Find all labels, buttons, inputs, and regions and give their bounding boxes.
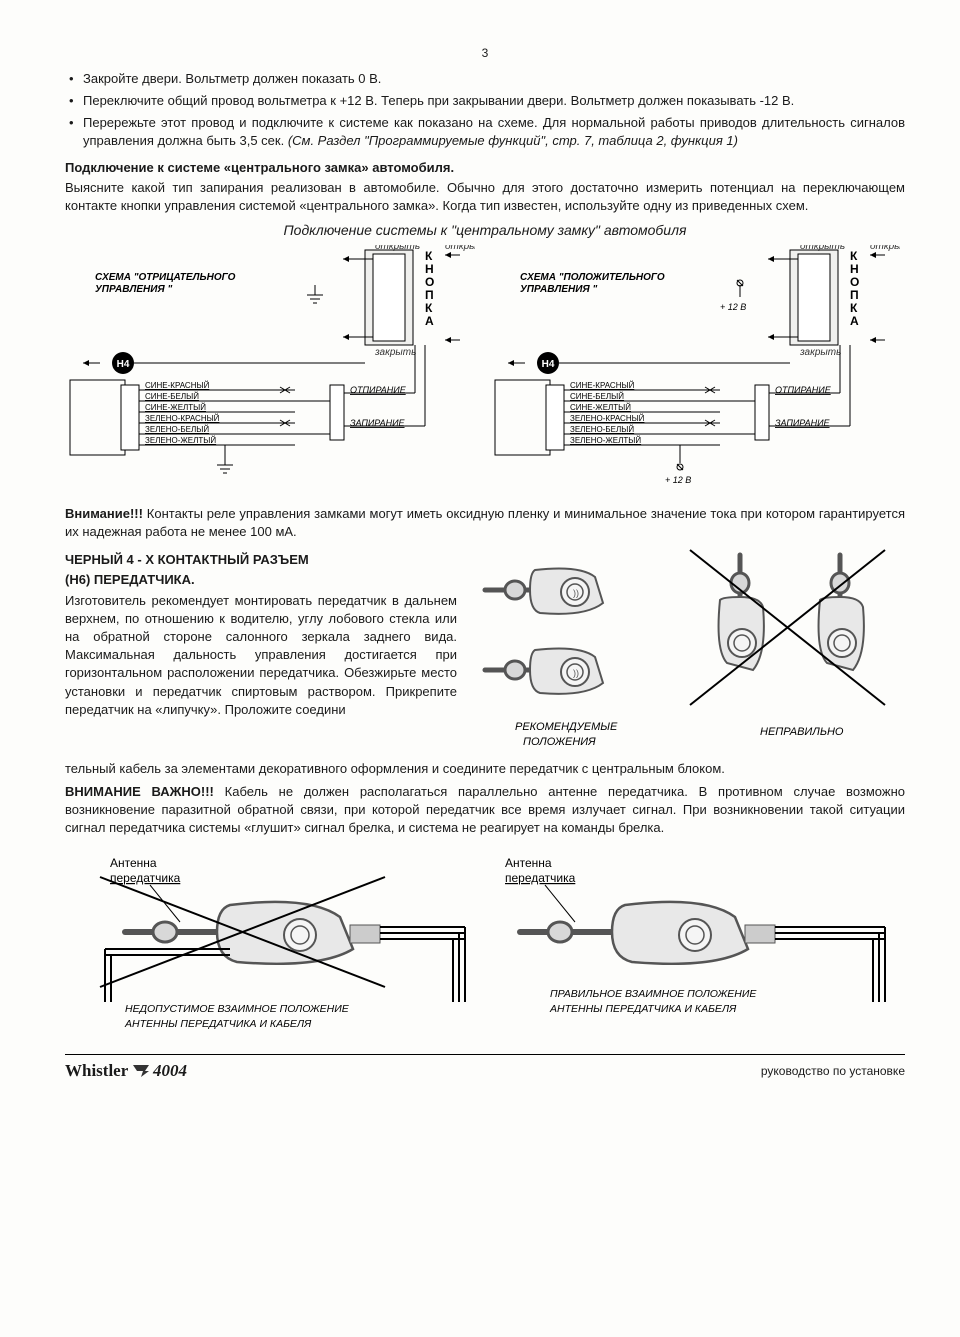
bullet-3: Перережьте этот провод и подключите к си… xyxy=(65,114,905,150)
svg-text:Антенна: Антенна xyxy=(505,856,552,870)
transmitter-positions-figure: )) )) xyxy=(475,545,905,760)
svg-text:К: К xyxy=(425,249,433,263)
svg-text:передатчика: передатчика xyxy=(505,871,576,885)
footer-right: руководство по установке xyxy=(761,1063,905,1080)
svg-text:СХЕМА "ОТРИЦАТЕЛЬНОГО: СХЕМА "ОТРИЦАТЕЛЬНОГО xyxy=(95,272,236,283)
svg-text:открыть: открыть xyxy=(375,245,420,252)
svg-text:К: К xyxy=(425,301,433,315)
svg-text:СИНЕ-КРАСНЫЙ: СИНЕ-КРАСНЫЙ xyxy=(570,381,635,390)
svg-text:ПРАВИЛЬНОЕ ВЗАИМНОЕ ПОЛОЖЕНИЕ: ПРАВИЛЬНОЕ ВЗАИМНОЕ ПОЛОЖЕНИЕ xyxy=(550,988,757,1000)
svg-text:передатчика: передатчика xyxy=(110,871,181,885)
svg-text:А: А xyxy=(425,314,434,328)
svg-text:СИНЕ-ЖЕЛТЫЙ: СИНЕ-ЖЕЛТЫЙ xyxy=(570,403,631,412)
para-central-lock: Выясните какой тип запирания реализован … xyxy=(65,179,905,215)
svg-text:)): )) xyxy=(573,588,579,598)
svg-text:УПРАВЛЕНИЯ ": УПРАВЛЕНИЯ " xyxy=(520,284,597,295)
svg-text:+ 12 В: + 12 В xyxy=(665,475,691,485)
svg-text:К: К xyxy=(850,249,858,263)
svg-text:открыть: открыть xyxy=(800,245,845,252)
svg-text:АНТЕННЫ ПЕРЕДАТЧИКА И КАБЕЛЯ: АНТЕННЫ ПЕРЕДАТЧИКА И КАБЕЛЯ xyxy=(549,1003,737,1015)
svg-text:)): )) xyxy=(573,668,579,678)
svg-text:Антенна: Антенна xyxy=(110,856,157,870)
svg-text:ЗЕЛЕНО-ЖЕЛТЫЙ: ЗЕЛЕНО-ЖЕЛТЫЙ xyxy=(570,436,641,445)
svg-text:НЕДОПУСТИМОЕ ВЗАИМНОЕ ПОЛОЖЕНИ: НЕДОПУСТИМОЕ ВЗАИМНОЕ ПОЛОЖЕНИЕ xyxy=(125,1003,350,1015)
bullet-list: Закройте двери. Вольтметр должен показат… xyxy=(65,70,905,151)
svg-text:П: П xyxy=(425,288,434,302)
page-number: 3 xyxy=(65,45,905,62)
svg-text:НЕПРАВИЛЬНО: НЕПРАВИЛЬНО xyxy=(760,726,844,738)
diagram-caption: Подключение системы к "центральному замк… xyxy=(65,221,905,241)
svg-text:УПРАВЛЕНИЯ ": УПРАВЛЕНИЯ " xyxy=(95,284,172,295)
svg-text:закрыть: закрыть xyxy=(374,347,416,358)
svg-text:СХЕМА "ПОЛОЖИТЕЛЬНОГО: СХЕМА "ПОЛОЖИТЕЛЬНОГО xyxy=(520,272,665,283)
svg-text:открыть: открыть xyxy=(445,245,475,252)
svg-text:СИНЕ-БЕЛЫЙ: СИНЕ-БЕЛЫЙ xyxy=(570,392,624,401)
para-transmitter: Изготовитель рекомендует монтировать пер… xyxy=(65,592,457,719)
svg-text:ЗЕЛЕНО-КРАСНЫЙ: ЗЕЛЕНО-КРАСНЫЙ xyxy=(145,414,220,423)
svg-text:СИНЕ-ЖЕЛТЫЙ: СИНЕ-ЖЕЛТЫЙ xyxy=(145,403,206,412)
heading-h6a: ЧЕРНЫЙ 4 - Х КОНТАКТНЫЙ РАЗЪЕМ xyxy=(65,551,457,569)
svg-text:О: О xyxy=(850,275,859,289)
schema-negative: К Н О П К А открыть закрыть открыть СХЕМ… xyxy=(65,245,480,495)
para-transmitter-cont: тельный кабель за элементами декоративно… xyxy=(65,760,905,778)
svg-text:Н4: Н4 xyxy=(117,359,130,370)
svg-text:закрыть: закрыть xyxy=(799,347,841,358)
bullet-2: Переключите общий провод вольтметра к +1… xyxy=(65,92,905,110)
brand-block: Whistler 4004 xyxy=(65,1059,187,1083)
svg-text:СИНЕ-БЕЛЫЙ: СИНЕ-БЕЛЫЙ xyxy=(145,392,199,401)
schema-positive: К Н О П К А открыть закрыть открыть СХЕМ… xyxy=(490,245,905,495)
svg-text:Н: Н xyxy=(850,262,859,276)
cable-diagrams: Антенна передатчика НЕДОПУСТИМОЕ ВЗАИМНО… xyxy=(65,847,905,1042)
svg-text:ЗЕЛЕНО-БЕЛЫЙ: ЗЕЛЕНО-БЕЛЫЙ xyxy=(570,425,634,434)
svg-text:РЕКОМЕНДУЕМЫЕ: РЕКОМЕНДУЕМЫЕ xyxy=(515,721,618,733)
svg-text:Н4: Н4 xyxy=(542,359,555,370)
svg-text:Н: Н xyxy=(425,262,434,276)
svg-text:ЗЕЛЕНО-БЕЛЫЙ: ЗЕЛЕНО-БЕЛЫЙ xyxy=(145,425,209,434)
footer: Whistler 4004 руководство по установке xyxy=(65,1054,905,1083)
svg-text:АНТЕННЫ ПЕРЕДАТЧИКА И КАБЕЛЯ: АНТЕННЫ ПЕРЕДАТЧИКА И КАБЕЛЯ xyxy=(124,1018,312,1030)
bullet-1: Закройте двери. Вольтметр должен показат… xyxy=(65,70,905,88)
svg-text:+ 12 В: + 12 В xyxy=(720,302,746,312)
svg-text:ПОЛОЖЕНИЯ: ПОЛОЖЕНИЯ xyxy=(523,736,596,748)
svg-text:А: А xyxy=(850,314,859,328)
svg-text:К: К xyxy=(850,301,858,315)
attention-2: ВНИМАНИЕ ВАЖНО!!! Кабель не должен распо… xyxy=(65,783,905,838)
svg-text:ЗЕЛЕНО-ЖЕЛТЫЙ: ЗЕЛЕНО-ЖЕЛТЫЙ xyxy=(145,436,216,445)
attention-1: Внимание!!! Контакты реле управления зам… xyxy=(65,505,905,541)
svg-text:О: О xyxy=(425,275,434,289)
svg-text:П: П xyxy=(850,288,859,302)
svg-text:СИНЕ-КРАСНЫЙ: СИНЕ-КРАСНЫЙ xyxy=(145,381,210,390)
svg-text:ЗЕЛЕНО-КРАСНЫЙ: ЗЕЛЕНО-КРАСНЫЙ xyxy=(570,414,645,423)
heading-h6b: (Н6) ПЕРЕДАТЧИКА. xyxy=(65,571,457,589)
wiring-diagrams: К Н О П К А открыть закрыть открыть СХЕМ… xyxy=(65,245,905,495)
brand-icon xyxy=(132,1064,150,1078)
heading-central-lock: Подключение к системе «центрального замк… xyxy=(65,159,905,177)
svg-text:открыть: открыть xyxy=(870,245,900,252)
